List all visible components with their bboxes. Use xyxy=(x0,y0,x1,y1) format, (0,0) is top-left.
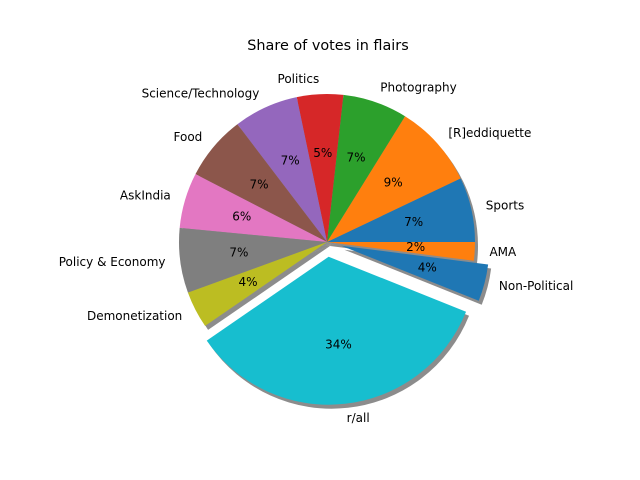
slice-label-policy-economy: Policy & Economy xyxy=(59,255,166,269)
wedge-science-technology xyxy=(237,97,327,242)
slice-pct-r-eddiquette: 9% xyxy=(384,175,403,189)
wedge-politics xyxy=(296,94,344,242)
slice-pct-food: 7% xyxy=(249,177,268,191)
slice-pct-demonetization: 4% xyxy=(239,275,258,289)
slice-label-ama: AMA xyxy=(489,245,517,259)
slice-label-r-all: r/all xyxy=(347,411,370,425)
slice-pct-non-political: 4% xyxy=(418,261,437,275)
slice-pct-science-technology: 7% xyxy=(281,154,300,168)
slice-label-r-eddiquette: [R]eddiquette xyxy=(448,126,531,140)
slice-label-food: Food xyxy=(174,130,203,144)
chart-title: Share of votes in flairs xyxy=(247,38,408,54)
wedge-demonetization xyxy=(187,242,327,326)
wedge-food xyxy=(195,124,327,242)
wedge-askindia xyxy=(179,174,327,242)
wedge-sports xyxy=(327,178,475,242)
slice-pct-politics: 5% xyxy=(313,146,332,160)
slice-pct-askindia: 6% xyxy=(232,209,251,223)
wedge-photography xyxy=(327,94,406,242)
slice-pct-sports: 7% xyxy=(404,215,423,229)
slice-pct-r-all: 34% xyxy=(325,337,352,351)
wedge-policy-economy xyxy=(179,227,327,293)
slice-pct-photography: 7% xyxy=(347,151,366,165)
slice-label-askindia: AskIndia xyxy=(120,189,171,203)
slice-label-politics: Politics xyxy=(278,72,320,86)
slice-label-sports: Sports xyxy=(486,199,524,213)
slice-label-demonetization: Demonetization xyxy=(87,309,182,323)
wedge-r-all xyxy=(206,256,467,405)
slice-label-science-technology: Science/Technology xyxy=(142,86,260,100)
slice-pct-ama: 2% xyxy=(406,240,425,254)
wedge-ama xyxy=(327,242,475,261)
slice-pct-policy-economy: 7% xyxy=(229,246,248,260)
slice-label-non-political: Non-Political xyxy=(499,279,573,293)
wedge-r-eddiquette xyxy=(327,116,461,242)
slice-label-photography: Photography xyxy=(380,81,456,95)
wedge-non-political xyxy=(341,245,489,301)
